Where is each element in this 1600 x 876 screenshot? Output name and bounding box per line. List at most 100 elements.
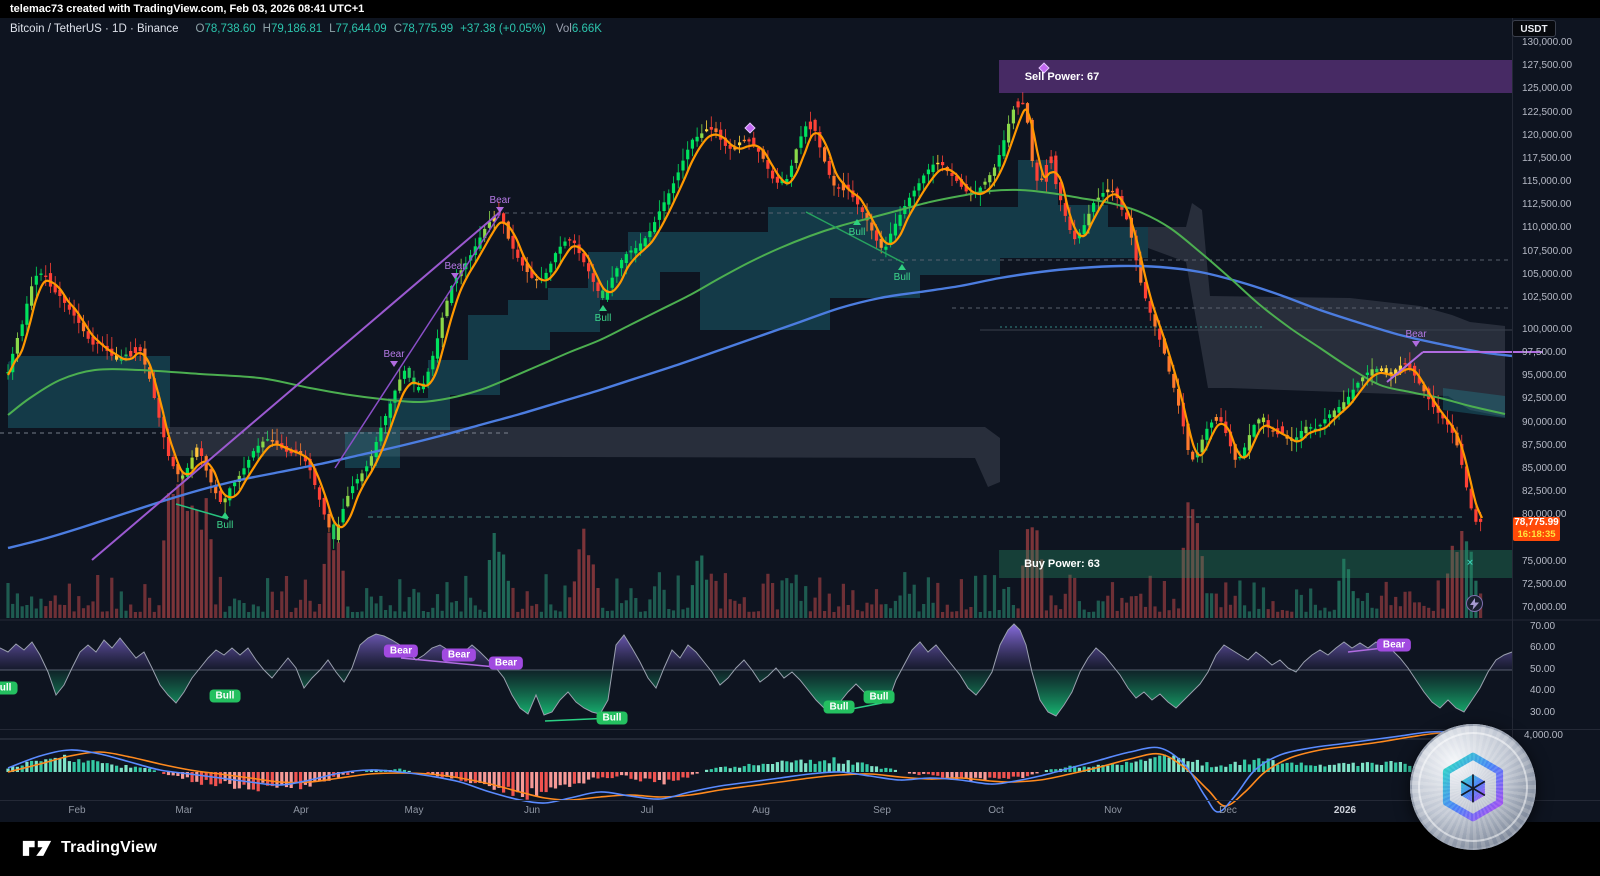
bull-badge[interactable]: Bull [209,689,241,703]
price-tick: 75,000.00 [1522,556,1567,567]
macd-line[interactable] [7,730,1513,813]
bear-triangle-icon [451,273,459,279]
bull-triangle-icon [898,264,906,270]
price-tick: 92,500.00 [1522,393,1567,404]
macd-histogram [6,754,1506,800]
price-tick: 120,000.00 [1522,130,1573,141]
buy-power-band[interactable] [999,550,1512,578]
bear-marker-label[interactable]: Bear [1405,329,1427,340]
rsi-tick: 40.00 [1530,685,1556,696]
bear-marker-label[interactable]: Bear [383,349,405,360]
volume-bars [6,471,1483,618]
ma-fast-line[interactable] [7,108,1484,529]
price-tick: 130,000.00 [1522,37,1573,48]
price-tick: 85,000.00 [1522,463,1567,474]
bottom-bar: TradingView [0,822,1600,876]
attribution-bar: telemac73 created with TradingView.com, … [0,0,1600,18]
ohlc-key: H [262,23,271,35]
volume-value: 6.66K [571,23,602,35]
rsi-tick: 30.00 [1530,707,1556,718]
trend-line[interactable] [334,213,501,469]
price-tick: 102,500.00 [1522,292,1573,303]
price-tick: 100,000.00 [1522,324,1573,335]
price-change: +37.38 (+0.05%) [460,23,546,35]
ichimoku-cloud [168,427,1000,487]
symbol-info-row[interactable]: Bitcoin / TetherUS · 1D · Binance O78,738… [10,21,602,37]
price-tick: 72,500.00 [1522,579,1567,590]
bear-marker-label[interactable]: Bear [489,195,511,206]
price-tick: 115,000.00 [1522,176,1572,187]
trend-line[interactable] [175,503,229,520]
ohlc-value: 78,775.99 [402,23,454,35]
close-drawing-icon[interactable]: ✕ [1466,557,1474,568]
time-tick: May [404,805,424,816]
price-tick: 112,500.00 [1522,199,1572,210]
bull-marker-label[interactable]: Bull [217,520,234,531]
macd-tick: 4,000.00 [1524,730,1563,741]
attribution-text: telemac73 created with TradingView.com, … [10,3,365,15]
brand-wordmark: TradingView [61,839,158,856]
bull-marker-label[interactable]: Bull [595,313,612,324]
rsi-area-above [0,624,1512,670]
sell-power-band[interactable] [999,60,1512,93]
time-tick: Jul [640,805,654,816]
sell-power-label[interactable]: Sell Power: 67 [1024,71,1100,83]
ma-slow-line[interactable] [7,264,1513,550]
bear-badge[interactable]: Bear [488,656,524,670]
trend-line[interactable] [1386,351,1424,383]
price-tick: 87,500.00 [1522,440,1567,451]
bull-badge[interactable]: Bull [863,690,895,704]
bear-triangle-icon [390,361,398,367]
ma-mid-line[interactable] [7,188,1506,416]
price-tick: 90,000.00 [1522,417,1567,428]
tradingview-logo-icon [22,840,52,856]
symbol-title[interactable]: Bitcoin / TetherUS · 1D · Binance [10,23,179,35]
bull-marker-label[interactable]: Bull [849,227,866,238]
bull-triangle-icon [853,219,861,225]
bear-badge[interactable]: Bear [441,648,477,662]
bull-badge[interactable]: Bull [823,700,855,714]
time-tick: Aug [752,805,770,816]
price-tick: 70,000.00 [1522,602,1567,613]
bull-badge[interactable]: Bull [596,711,628,725]
rsi-tick: 50.00 [1530,664,1556,675]
bull-badge[interactable]: Bull [0,681,18,695]
last-price-label[interactable]: 78,775.99 16:18:35 [1513,517,1560,541]
volume-label: Vol [555,23,572,35]
diamond-signal-icon[interactable] [1038,62,1050,74]
bull-triangle-icon [221,512,229,518]
time-tick: Feb [68,805,86,816]
bear-badge[interactable]: Bear [383,644,419,658]
time-tick: Jun [523,805,541,816]
price-tick: 122,500.00 [1522,107,1573,118]
price-tick: 110,000.00 [1522,222,1572,233]
ohlc-key: L [329,23,336,35]
lightning-icon [1470,598,1479,610]
trend-line[interactable] [91,211,501,561]
bear-badge[interactable]: Bear [1376,638,1412,652]
rsi-tick: 70.00 [1530,621,1556,632]
trend-line[interactable] [805,211,905,264]
ohlc-key: O [195,23,205,35]
diamond-signal-icon[interactable] [744,122,756,134]
ohlc-values: O78,738.60 H79,186.81 L77,644.09 C78,775.99 [189,23,454,35]
last-price-value: 78,775.99 [1514,517,1559,528]
ohlc-value: 77,644.09 [335,23,387,35]
rsi-area-below [0,670,1512,716]
indicator-logo-button[interactable] [1466,595,1483,612]
bear-triangle-icon [496,207,504,213]
price-tick: 127,500.00 [1522,60,1573,71]
bear-marker-label[interactable]: Bear [444,261,466,272]
macd-signal-line[interactable] [7,731,1513,807]
price-tick: 80,000.00 [1522,509,1567,520]
ohlc-key: C [393,23,403,35]
price-tick: 117,500.00 [1522,153,1572,164]
buy-power-label[interactable]: Buy Power: 63 [1024,558,1100,570]
bull-marker-label[interactable]: Bull [894,272,911,283]
rsi-line[interactable] [0,623,1513,717]
tradingview-brand[interactable]: TradingView [22,837,157,859]
price-tick: 97,500.00 [1522,347,1567,358]
currency-unit-button[interactable]: USDT [1512,20,1556,37]
